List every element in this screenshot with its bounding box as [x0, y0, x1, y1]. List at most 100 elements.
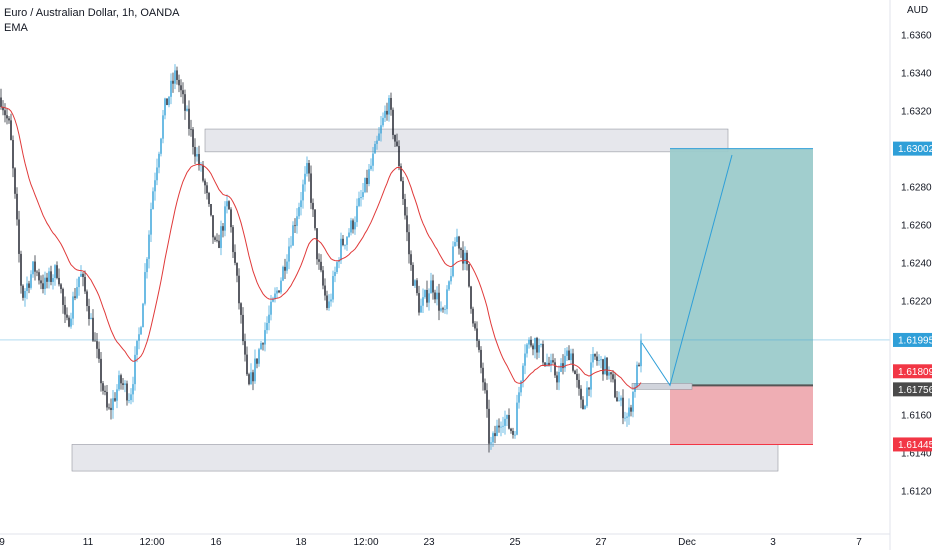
candle-body: [262, 343, 264, 345]
candle-body: [568, 350, 570, 361]
candle-body: [44, 277, 46, 289]
candle-body: [526, 344, 528, 354]
y-tick-label: 1.62400: [901, 259, 932, 270]
candle-body: [502, 425, 504, 427]
candle-body: [424, 290, 426, 298]
candle-body: [406, 215, 408, 233]
candle-body: [444, 309, 446, 310]
candle-body: [396, 141, 398, 147]
candle-body: [366, 177, 368, 185]
candle-body: [594, 353, 596, 357]
y-tick-label: 1.61200: [901, 487, 932, 498]
candle-body: [220, 226, 222, 248]
candle-body: [256, 358, 258, 364]
candle-body: [580, 388, 582, 400]
candle-body: [0, 97, 2, 108]
candle-body: [606, 357, 608, 376]
candle-body: [168, 96, 170, 106]
candle-body: [602, 359, 604, 375]
candle-body: [640, 340, 642, 367]
candle-body: [628, 407, 630, 417]
candle-body: [458, 236, 460, 249]
candle-body: [86, 291, 88, 307]
candle-body: [34, 261, 36, 272]
candle-body: [434, 292, 436, 300]
ema-indicator-label[interactable]: EMA: [4, 22, 28, 34]
candle-body: [474, 323, 476, 329]
candle-body: [448, 281, 450, 290]
candle-body: [310, 173, 312, 203]
candle-body: [388, 97, 390, 115]
candle-body: [576, 374, 578, 380]
candle-body: [260, 343, 262, 350]
candle-body: [308, 163, 310, 174]
long-position-tool: [0, 148, 890, 445]
candle-body: [46, 277, 48, 282]
candle-body: [12, 139, 14, 169]
candle-body: [42, 283, 44, 289]
candle-body: [162, 115, 164, 139]
candle-body: [550, 360, 552, 366]
candle-body: [202, 164, 204, 181]
candle-body: [26, 283, 28, 291]
candle-body: [20, 253, 22, 286]
candle-body: [246, 354, 248, 375]
price-badge: [893, 382, 932, 397]
y-axis-ticks: 1.63600 1.63400 1.63200 1.62800 1.62600 1.624…: [901, 31, 932, 498]
candle-body: [564, 355, 566, 369]
candle-body: [500, 426, 502, 428]
candle-body: [402, 180, 404, 199]
candle-body: [454, 242, 456, 247]
y-tick-label: 1.62200: [901, 297, 932, 308]
candle-body: [106, 391, 108, 408]
candle-body: [18, 219, 20, 254]
candle-body: [138, 334, 140, 341]
candle-body: [632, 391, 634, 412]
candle-body: [274, 293, 276, 299]
candle-body: [104, 390, 106, 392]
y-tick-label: 1.63600: [901, 31, 932, 42]
y-tick-label: 1.63200: [901, 107, 932, 118]
candle-body: [136, 340, 138, 355]
candle-body: [456, 236, 458, 243]
candle-body: [264, 330, 266, 345]
candle-body: [64, 304, 66, 315]
candle-body: [132, 384, 134, 395]
candle-body: [282, 266, 284, 281]
candle-body: [314, 209, 316, 229]
candle-body: [504, 418, 506, 426]
candle-body: [552, 360, 554, 363]
candle-body: [554, 362, 556, 376]
candle-body: [600, 359, 602, 361]
candle-body: [2, 107, 4, 111]
candle-body: [346, 236, 348, 245]
candle-body: [622, 397, 624, 419]
candle-body: [588, 387, 590, 390]
candle-body: [30, 274, 32, 288]
y-tick-label: 1.62600: [901, 221, 932, 232]
candle-body: [90, 317, 92, 320]
candle-body: [610, 372, 612, 375]
candle-body: [516, 402, 518, 435]
candle-body: [170, 80, 172, 97]
x-tick-label: 18: [295, 537, 307, 548]
y-tick-label: 1.61600: [901, 411, 932, 422]
candle-body: [114, 398, 116, 401]
candle-body: [198, 154, 200, 166]
candle-body: [182, 90, 184, 95]
candle-body: [476, 328, 478, 341]
candle-body: [214, 237, 216, 240]
candle-body: [316, 228, 318, 260]
symbol-title[interactable]: Euro / Australian Dollar, 1h, OANDA: [4, 7, 180, 19]
candle-body: [334, 272, 336, 277]
candle-body: [512, 430, 514, 435]
candle-body: [542, 343, 544, 363]
candle-body: [212, 215, 214, 238]
candle-body: [418, 293, 420, 313]
candle-body: [40, 280, 42, 284]
candles-layer: [0, 64, 642, 453]
candle-body: [122, 383, 124, 385]
candle-body: [390, 97, 392, 110]
candle-body: [536, 337, 538, 353]
